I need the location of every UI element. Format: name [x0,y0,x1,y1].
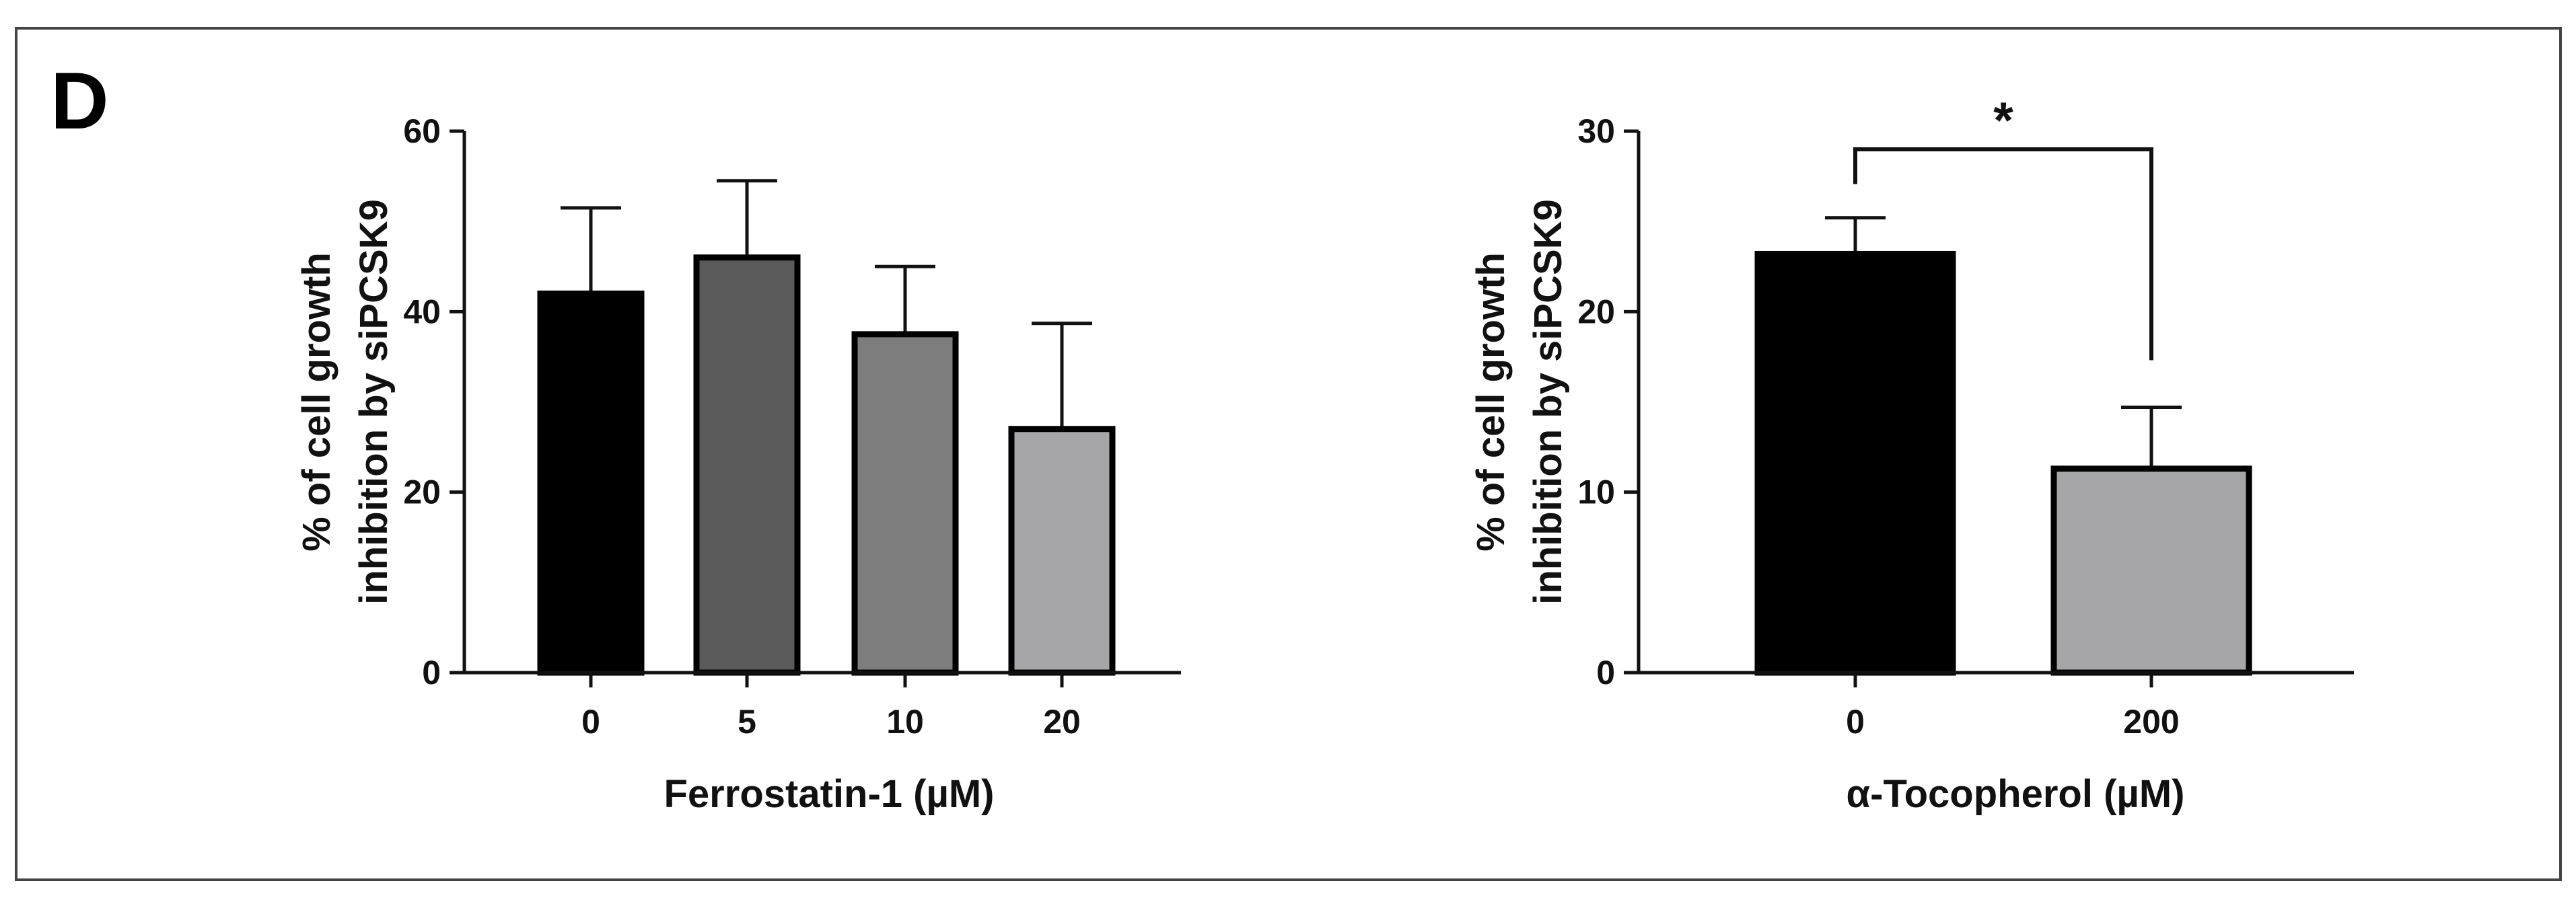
y-tick-label: 20 [1577,293,1615,330]
y-tick-label: 20 [403,474,441,511]
chart-2: 0 10 20 30 0 200 α-Tocopherol (µM) % of cell gr… [1469,92,2354,816]
y-tick-label: 10 [1577,474,1615,511]
bar [1754,250,1956,676]
x-tick-label: 0 [1846,703,1865,741]
x-tick-label: 10 [886,703,924,741]
x-tick-label: 5 [738,703,756,741]
x-axis-title: Ferrostatin-1 (µM) [664,772,995,816]
bar [851,331,959,676]
x-tick-label: 0 [581,703,600,741]
chart-1: 0 20 40 60 0 5 10 20 Ferrostatin-1 (µM) % of cell… [295,112,1181,816]
significance-label: * [1993,92,2013,149]
significance-bracket [1853,147,2153,361]
y-tick-label: 40 [403,293,441,330]
y-tick-label: 30 [1577,112,1615,150]
x-axis-title: α-Tocopherol (µM) [1847,772,2185,816]
x-tick-label: 200 [2123,703,2179,741]
bar [1008,426,1116,676]
y-axis-title-line: % of cell growth [1469,252,1513,552]
y-axis-title-line: inhibition by siPCSK9 [352,199,396,605]
figure-frame [15,27,2562,881]
y-tick-label: 0 [422,654,441,691]
y-tick-label: 60 [403,112,441,150]
x-tick-label: 20 [1043,703,1081,741]
bar [537,291,645,676]
y-tick-label: 0 [1596,654,1615,691]
bar [693,254,801,676]
y-axis-title-line: % of cell growth [295,252,338,552]
y-axis-title-line: inhibition by siPCSK9 [1526,199,1570,605]
panel-label: D [50,56,109,146]
bar [2050,465,2252,676]
